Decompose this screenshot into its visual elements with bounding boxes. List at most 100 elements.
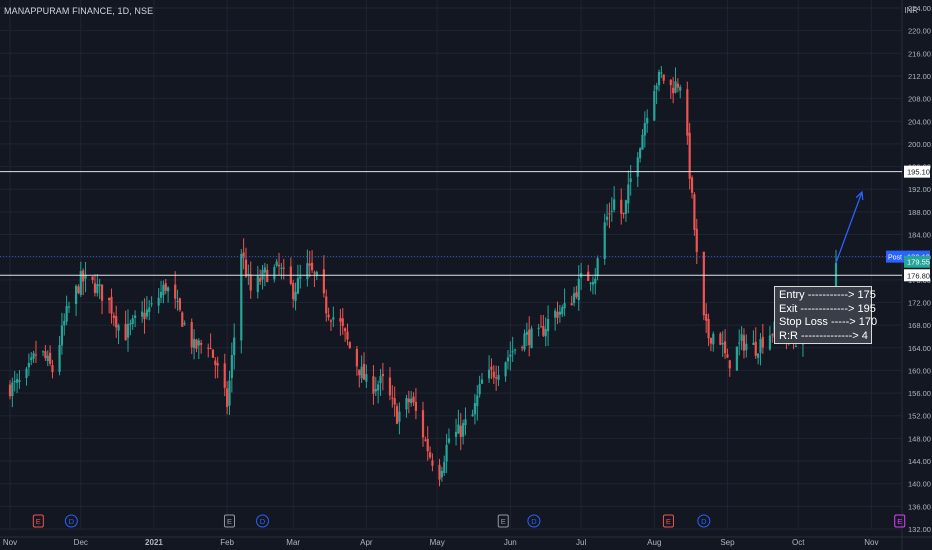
candle-down	[424, 436, 427, 442]
candle-down	[676, 78, 679, 93]
candle-down	[292, 279, 295, 308]
candle-down	[358, 369, 361, 388]
candle-down	[143, 298, 146, 334]
candle-down	[223, 353, 226, 397]
price-tick-label: 160.00	[908, 366, 931, 375]
candle-up	[624, 199, 628, 222]
currency-label: INR	[904, 6, 918, 15]
candle-down	[393, 386, 396, 417]
candle-down	[438, 458, 441, 487]
candle-up	[332, 306, 335, 328]
post-tag	[886, 250, 904, 263]
candle-up	[445, 433, 448, 474]
candle-up	[273, 264, 276, 283]
candle-up	[275, 258, 278, 268]
earnings-event-icon[interactable]: E	[223, 514, 235, 528]
candle-down	[521, 345, 524, 352]
projection-arrow[interactable]	[835, 190, 864, 264]
candle-up	[46, 350, 49, 367]
trade-plan-note[interactable]: Entry -----------> 175 Exit ------------…	[774, 286, 878, 344]
post-tag-label: Post	[888, 255, 902, 262]
candle-down	[702, 251, 705, 321]
candle-down	[93, 274, 97, 297]
price-tick-label: 212.00	[908, 72, 931, 81]
price-tick-label: 200.00	[908, 140, 931, 149]
candle-up	[131, 314, 134, 330]
candle-down	[355, 345, 359, 376]
candle-down	[164, 279, 167, 295]
svg-text:D: D	[701, 517, 707, 526]
earnings-event-icon[interactable]: E	[32, 514, 44, 528]
current-price-badge	[904, 255, 930, 268]
candle-down	[112, 312, 115, 327]
candle-up	[738, 329, 741, 356]
level-price-label: 195.10	[907, 168, 930, 177]
candle-down	[8, 380, 12, 400]
dividend-event-icon[interactable]: D	[697, 514, 711, 528]
candle-up	[480, 372, 484, 385]
price-tick-label: 192.00	[908, 185, 931, 194]
candle-up	[365, 364, 368, 389]
time-tick-label: May	[430, 538, 445, 547]
candle-up	[473, 394, 477, 425]
dividend-event-icon[interactable]: D	[527, 514, 541, 528]
candle-up	[162, 280, 165, 304]
candle-down	[690, 175, 694, 199]
dividend-event-icon[interactable]: D	[64, 514, 78, 528]
earnings-event-icon[interactable]: E	[497, 514, 509, 528]
candle-down	[313, 270, 316, 288]
candle-up	[558, 305, 561, 323]
candle-down	[174, 271, 177, 309]
note-stop-loss: Stop Loss -----> 170	[779, 316, 878, 328]
candle-down	[249, 261, 252, 299]
candle-up	[240, 248, 243, 354]
candle-down	[719, 332, 722, 346]
candle-down	[100, 284, 104, 315]
candle-up	[299, 264, 302, 289]
candle-up	[129, 319, 132, 336]
candle-down	[346, 323, 349, 346]
candle-down	[620, 188, 623, 225]
candle-up	[679, 84, 682, 99]
candle-up	[148, 300, 151, 321]
candle-up	[228, 370, 231, 415]
candle-down	[407, 390, 410, 414]
candle-down	[622, 212, 625, 219]
earnings-event-icon[interactable]: E	[894, 514, 906, 528]
candle-up	[478, 375, 481, 398]
candle-down	[421, 401, 425, 447]
candle-up	[67, 301, 71, 313]
price-tick-label: 220.00	[908, 27, 931, 36]
candle-down	[195, 338, 198, 353]
candle-down	[329, 319, 333, 331]
candle-up	[641, 129, 644, 150]
candle-down	[244, 247, 248, 279]
candle-up	[150, 296, 153, 308]
candle-down	[348, 341, 351, 350]
candle-up	[65, 295, 68, 326]
candle-down	[91, 276, 94, 284]
candle-up	[462, 419, 465, 445]
dividend-event-icon[interactable]: D	[256, 514, 270, 528]
candle-up	[646, 109, 649, 133]
candle-down	[414, 388, 418, 420]
earnings-event-icon[interactable]: E	[662, 514, 674, 528]
candle-up	[25, 366, 28, 386]
candle-up	[660, 65, 663, 78]
candle-down	[662, 74, 665, 84]
candle-down	[214, 357, 217, 379]
candle-down	[528, 316, 531, 357]
candle-up	[674, 67, 677, 94]
candle-down	[344, 327, 347, 342]
time-tick-label: Nov	[864, 538, 878, 547]
level-price-badge	[904, 165, 930, 178]
price-tick-label: 204.00	[908, 117, 931, 126]
current-price-label: 179.55	[907, 258, 930, 267]
time-tick-label: Jun	[504, 538, 517, 547]
candle-down	[115, 305, 118, 338]
candle-up	[145, 296, 148, 320]
candle-down	[209, 333, 212, 350]
candle-down	[49, 345, 52, 367]
svg-text:E: E	[227, 517, 232, 526]
